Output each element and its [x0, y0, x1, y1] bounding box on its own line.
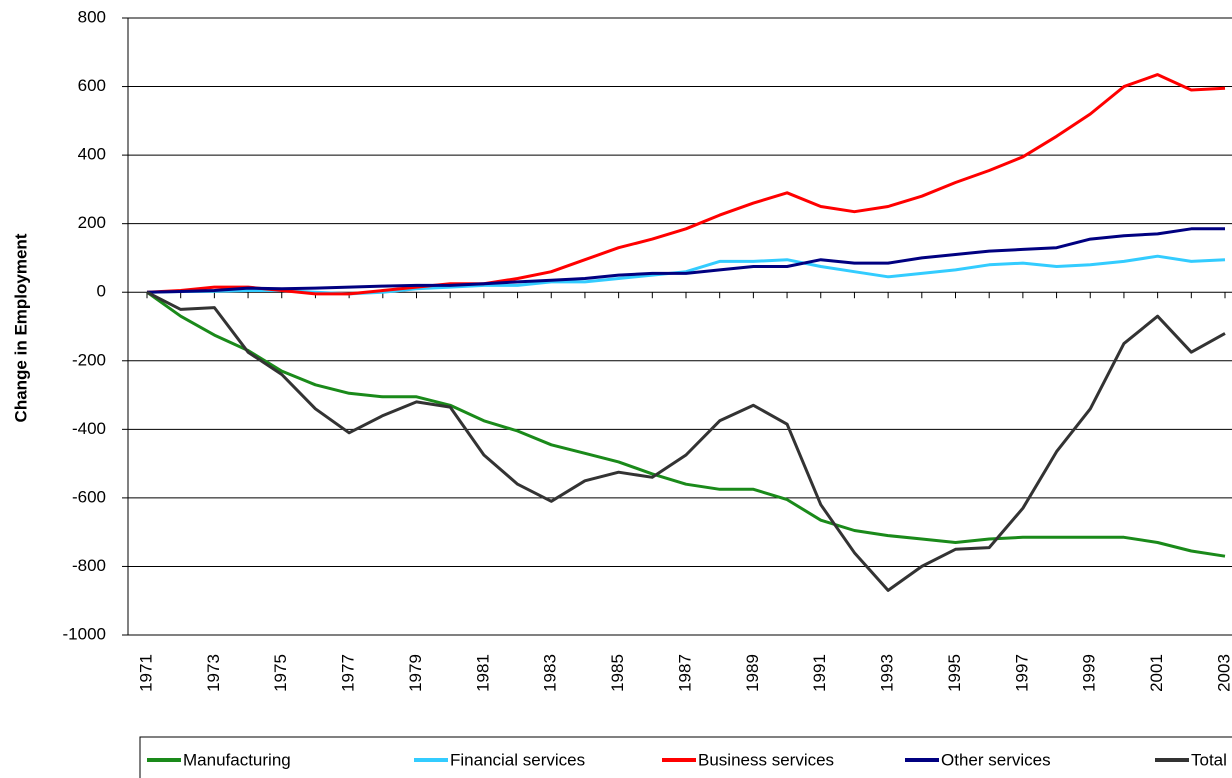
x-tick-label: 1993	[878, 654, 897, 692]
x-tick-label: 2003	[1214, 654, 1232, 692]
y-tick-label: -1000	[63, 624, 106, 643]
legend-label: Manufacturing	[183, 750, 291, 769]
legend-label: Financial services	[450, 750, 585, 769]
x-tick-label: 1991	[810, 654, 829, 692]
y-tick-label: 400	[78, 145, 106, 164]
x-tick-label: 1981	[473, 654, 492, 692]
x-tick-label: 1979	[406, 654, 425, 692]
series-line	[146, 290, 1226, 592]
x-tick-label: 1973	[204, 654, 223, 692]
y-tick-label: 0	[97, 282, 106, 301]
series-line	[146, 73, 1226, 296]
y-tick-label: 200	[78, 213, 106, 232]
x-tick-label: 1971	[136, 654, 155, 692]
series-line	[146, 290, 1226, 558]
x-tick-label: 1997	[1012, 654, 1031, 692]
y-axis-label: Change in Employment	[11, 233, 30, 422]
y-tick-label: 600	[78, 76, 106, 95]
series-line	[146, 227, 1225, 294]
x-tick-label: 1987	[675, 654, 694, 692]
x-tick-label: 2001	[1147, 654, 1166, 692]
y-tick-label: -800	[72, 556, 106, 575]
x-tick-label: 1975	[271, 654, 290, 692]
x-tick-label: 1999	[1080, 654, 1099, 692]
x-tick-label: 1977	[339, 654, 358, 692]
legend-label: Other services	[941, 750, 1051, 769]
x-tick-label: 1995	[945, 654, 964, 692]
legend-label: Business services	[698, 750, 834, 769]
legend-label: Total	[1191, 750, 1227, 769]
y-tick-label: -600	[72, 487, 106, 506]
x-tick-label: 1985	[608, 654, 627, 692]
y-tick-label: -200	[72, 350, 106, 369]
x-tick-label: 1983	[541, 654, 560, 692]
legend-box	[139, 736, 1232, 778]
x-tick-label: 1989	[743, 654, 762, 692]
y-tick-label: 800	[78, 7, 106, 26]
y-tick-label: -400	[72, 419, 106, 438]
